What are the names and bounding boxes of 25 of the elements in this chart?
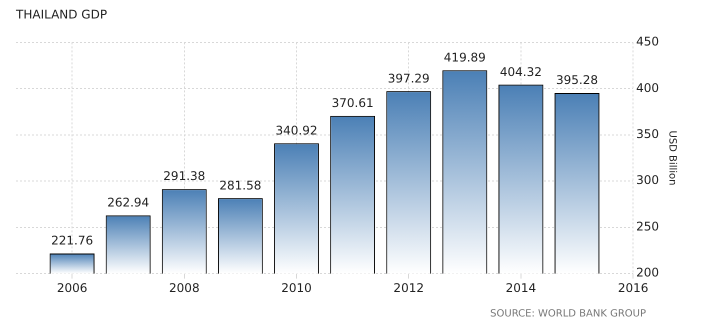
y-tick-label: 200 xyxy=(636,266,659,280)
source-note: SOURCE: WORLD BANK GROUP xyxy=(490,308,646,320)
x-tick-label: 2010 xyxy=(281,280,312,295)
data-label: 291.38 xyxy=(163,169,206,184)
x-tick-label: 2012 xyxy=(393,280,424,295)
data-label: 281.58 xyxy=(219,178,262,192)
data-label: 370.61 xyxy=(332,96,374,110)
data-label: 262.94 xyxy=(107,196,150,210)
x-tick-label: 2016 xyxy=(618,280,648,295)
y-tick-label: 300 xyxy=(636,173,659,188)
data-label: 340.92 xyxy=(276,123,318,138)
y-tick-label: 450 xyxy=(636,34,659,49)
y-tick-label: 400 xyxy=(636,80,659,95)
x-tick-label: 2014 xyxy=(506,280,536,295)
chart-title: THAILAND GDP xyxy=(15,7,108,22)
data-label: 221.76 xyxy=(51,234,94,248)
x-tick-label: 2006 xyxy=(56,280,88,295)
data-label: 419.89 xyxy=(444,50,486,64)
data-label: 395.28 xyxy=(556,73,598,88)
y-tick-label: 350 xyxy=(636,127,659,142)
y-axis-title: USD Billion xyxy=(666,130,678,186)
data-label: 397.29 xyxy=(388,71,430,86)
y-tick-label: 250 xyxy=(636,219,659,234)
data-label: 404.32 xyxy=(500,64,542,79)
x-tick-label: 2008 xyxy=(169,280,200,295)
